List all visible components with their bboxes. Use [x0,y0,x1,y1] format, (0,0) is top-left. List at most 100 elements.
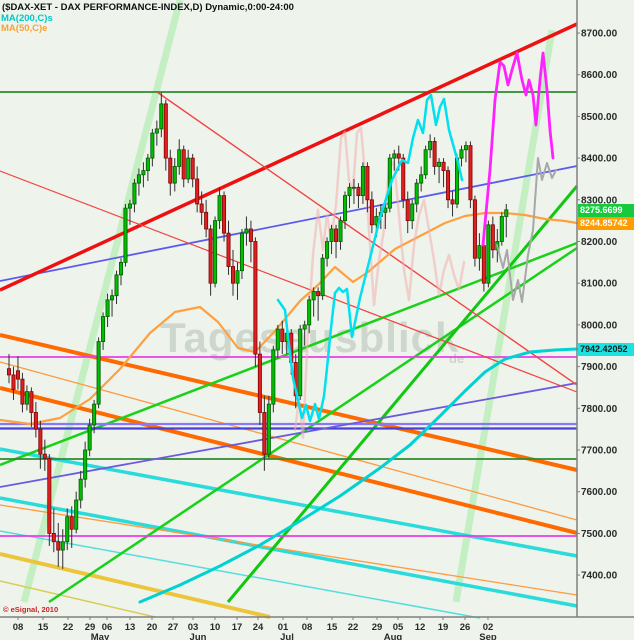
candle-body [504,209,509,217]
candle-body [222,195,227,234]
x-axis-date-label[interactable]: 15 [38,622,49,633]
x-axis-month-label[interactable]: May [91,632,110,640]
candle-body [24,391,29,405]
candle-body [307,299,312,326]
candle-body [11,374,16,390]
trendline-green-fan-3 [226,185,579,603]
y-axis-label[interactable]: 8000.00 [581,320,618,331]
candle-body [226,232,231,267]
candle-body [405,199,410,222]
trendline-cyan-fan-thin [0,530,481,619]
x-axis-date-label[interactable]: 22 [63,622,74,633]
candle-body [334,228,339,242]
candle-body [190,157,195,180]
y-axis-label[interactable]: 7800.00 [581,404,618,415]
y-axis-label[interactable]: 8500.00 [581,112,618,123]
y-axis-label[interactable]: 7400.00 [581,571,618,582]
x-axis-date-label[interactable]: 20 [147,622,158,633]
x-axis-date-label[interactable]: 12 [415,622,426,633]
candle-body [423,149,428,176]
x-axis-date-label[interactable]: 29 [372,622,383,633]
y-axis-label[interactable]: 7500.00 [581,529,618,540]
candle-body [347,186,352,197]
candle-body [235,270,240,284]
candle-body [248,228,253,242]
zigzag-cyan-projection-pattern [276,93,464,423]
y-axis-label[interactable]: 7700.00 [581,446,618,457]
y-axis-label[interactable]: 8700.00 [581,29,618,40]
candle-body [428,141,433,151]
trendline-red-decline-1 [156,91,578,386]
x-axis-date-label[interactable]: 26 [460,622,471,633]
trendline-cyan-fan-2 [0,496,578,608]
candle-body [472,199,477,259]
candle-body [298,328,303,397]
y-axis-label[interactable]: 8200.00 [581,237,618,248]
x-axis-date-label[interactable]: 13 [125,622,136,633]
x-axis-month-label[interactable]: Sep [479,632,497,640]
candle-body [342,195,347,222]
watermark-suffix: de [449,351,464,366]
trendline-red-major-uptrend [0,22,578,292]
candle-body [172,166,177,184]
y-axis-label[interactable]: 8300.00 [581,195,618,206]
y-axis-label[interactable]: 8100.00 [581,279,618,290]
x-axis-date-label[interactable]: 15 [327,622,338,633]
candle-body [302,324,307,330]
y-axis-label[interactable]: 7900.00 [581,362,618,373]
trendline-orange-channel-2 [0,386,578,535]
y-axis-label[interactable]: 8600.00 [581,70,618,81]
candle-body [33,412,38,430]
candle-body [271,349,276,405]
x-axis-date-label[interactable]: 22 [348,622,359,633]
trendline-orange-thin-2 [0,504,578,596]
x-axis-month-label[interactable]: Jul [280,632,294,640]
y-axis-label[interactable]: 8400.00 [581,154,618,165]
candle-body [69,516,74,530]
candle-body [463,145,468,151]
x-axis-month-label[interactable]: Jun [190,632,207,640]
candle-body [123,207,128,263]
candle-body [392,153,397,159]
x-axis-date-label[interactable]: 03 [188,622,199,633]
ma200-value-box: 7942.42052 [578,342,634,356]
candle-body [51,533,56,543]
candle-body [450,199,455,205]
candle-body [239,232,244,272]
candle-body [244,228,249,234]
copyright-notice: © eSignal, 2010 [3,605,59,614]
candle-body [47,457,52,534]
candle-body [159,103,164,130]
candle-body [280,328,285,342]
x-axis-date-label[interactable]: 02 [483,622,494,633]
x-axis-date-label[interactable]: 27 [168,622,179,633]
candle-body [230,266,235,284]
x-axis-date-label[interactable]: 06 [102,622,113,633]
candle-body [60,541,65,551]
x-axis-date-label[interactable]: 08 [13,622,24,633]
x-axis-date-label[interactable]: 19 [438,622,449,633]
x-axis-date-label[interactable]: 10 [210,622,221,633]
x-axis-date-label[interactable]: 05 [393,622,404,633]
candle-body [441,161,446,172]
candle-body [87,424,92,451]
x-axis-month-label[interactable]: Aug [384,632,403,640]
y-axis-label[interactable]: 7600.00 [581,487,618,498]
candle-body [499,216,504,242]
candle-body [96,341,101,405]
candle-body [432,141,437,167]
legend-ma50: MA(50,C)e [1,23,48,34]
x-axis-date-label[interactable]: 24 [253,622,264,633]
candle-body [92,403,97,426]
candle-body [490,224,495,251]
legend-ma200: MA(200,C)s [1,12,53,24]
candle-body [481,245,486,284]
x-axis-date-label[interactable]: 17 [232,622,243,633]
candle-body [437,161,442,167]
x-axis-date-label[interactable]: 01 [278,622,289,633]
x-axis-date-label[interactable]: 08 [302,622,313,633]
trendline-blue-trend-lower [0,382,578,488]
x-axis-date-label[interactable]: 29 [85,622,96,633]
